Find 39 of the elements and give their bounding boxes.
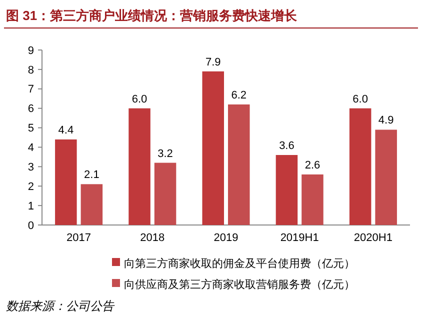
- y-tick-label: 6: [28, 103, 34, 116]
- y-tick-label: 3: [28, 162, 34, 174]
- x-tick-label: 2018: [140, 232, 165, 244]
- data-label: 4.9: [378, 114, 394, 127]
- y-tick-label: 1: [28, 200, 34, 212]
- bar: [302, 174, 324, 225]
- y-tick-label: 5: [28, 122, 34, 135]
- data-label: 6.2: [231, 89, 247, 102]
- bar: [228, 104, 250, 225]
- bar: [55, 139, 77, 225]
- legend-label: 向第三方商家收取的佣金及平台使用费（亿元）: [124, 256, 355, 270]
- x-tick-label: 2017: [66, 232, 92, 244]
- y-tick-label: 8: [28, 64, 34, 76]
- x-tick-label: 2020H1: [354, 232, 392, 244]
- data-label: 3.2: [158, 148, 173, 160]
- data-label: 6.0: [352, 93, 368, 106]
- data-label: 6.0: [132, 93, 148, 106]
- y-tick-label: 2: [28, 180, 34, 193]
- data-label: 2.1: [84, 169, 100, 182]
- bar: [128, 108, 150, 225]
- bar: [80, 184, 103, 225]
- bar: [349, 108, 372, 225]
- bar: [276, 155, 298, 225]
- y-tick-label: 4: [28, 142, 34, 154]
- y-tick-label: 7: [28, 84, 34, 96]
- x-tick-label: 2019H1: [280, 232, 319, 244]
- data-label: 3.6: [279, 140, 294, 152]
- bar: [202, 71, 224, 225]
- data-label: 7.9: [205, 56, 221, 68]
- bar: [375, 130, 397, 225]
- legend-label: 向供应商及第三方商家收取营销服务费（亿元）: [124, 278, 355, 291]
- data-label: 2.6: [304, 159, 320, 172]
- source-note: 数据来源：公司公告: [6, 299, 115, 313]
- data-label: 4.4: [58, 124, 74, 136]
- chart-title: 图 31：第三方商户业绩情况：营销服务费快速增长: [6, 8, 298, 23]
- y-tick-label: 9: [28, 44, 34, 57]
- y-tick-label: 0: [28, 220, 34, 232]
- bar: [154, 162, 176, 225]
- x-tick-label: 2019: [214, 232, 238, 244]
